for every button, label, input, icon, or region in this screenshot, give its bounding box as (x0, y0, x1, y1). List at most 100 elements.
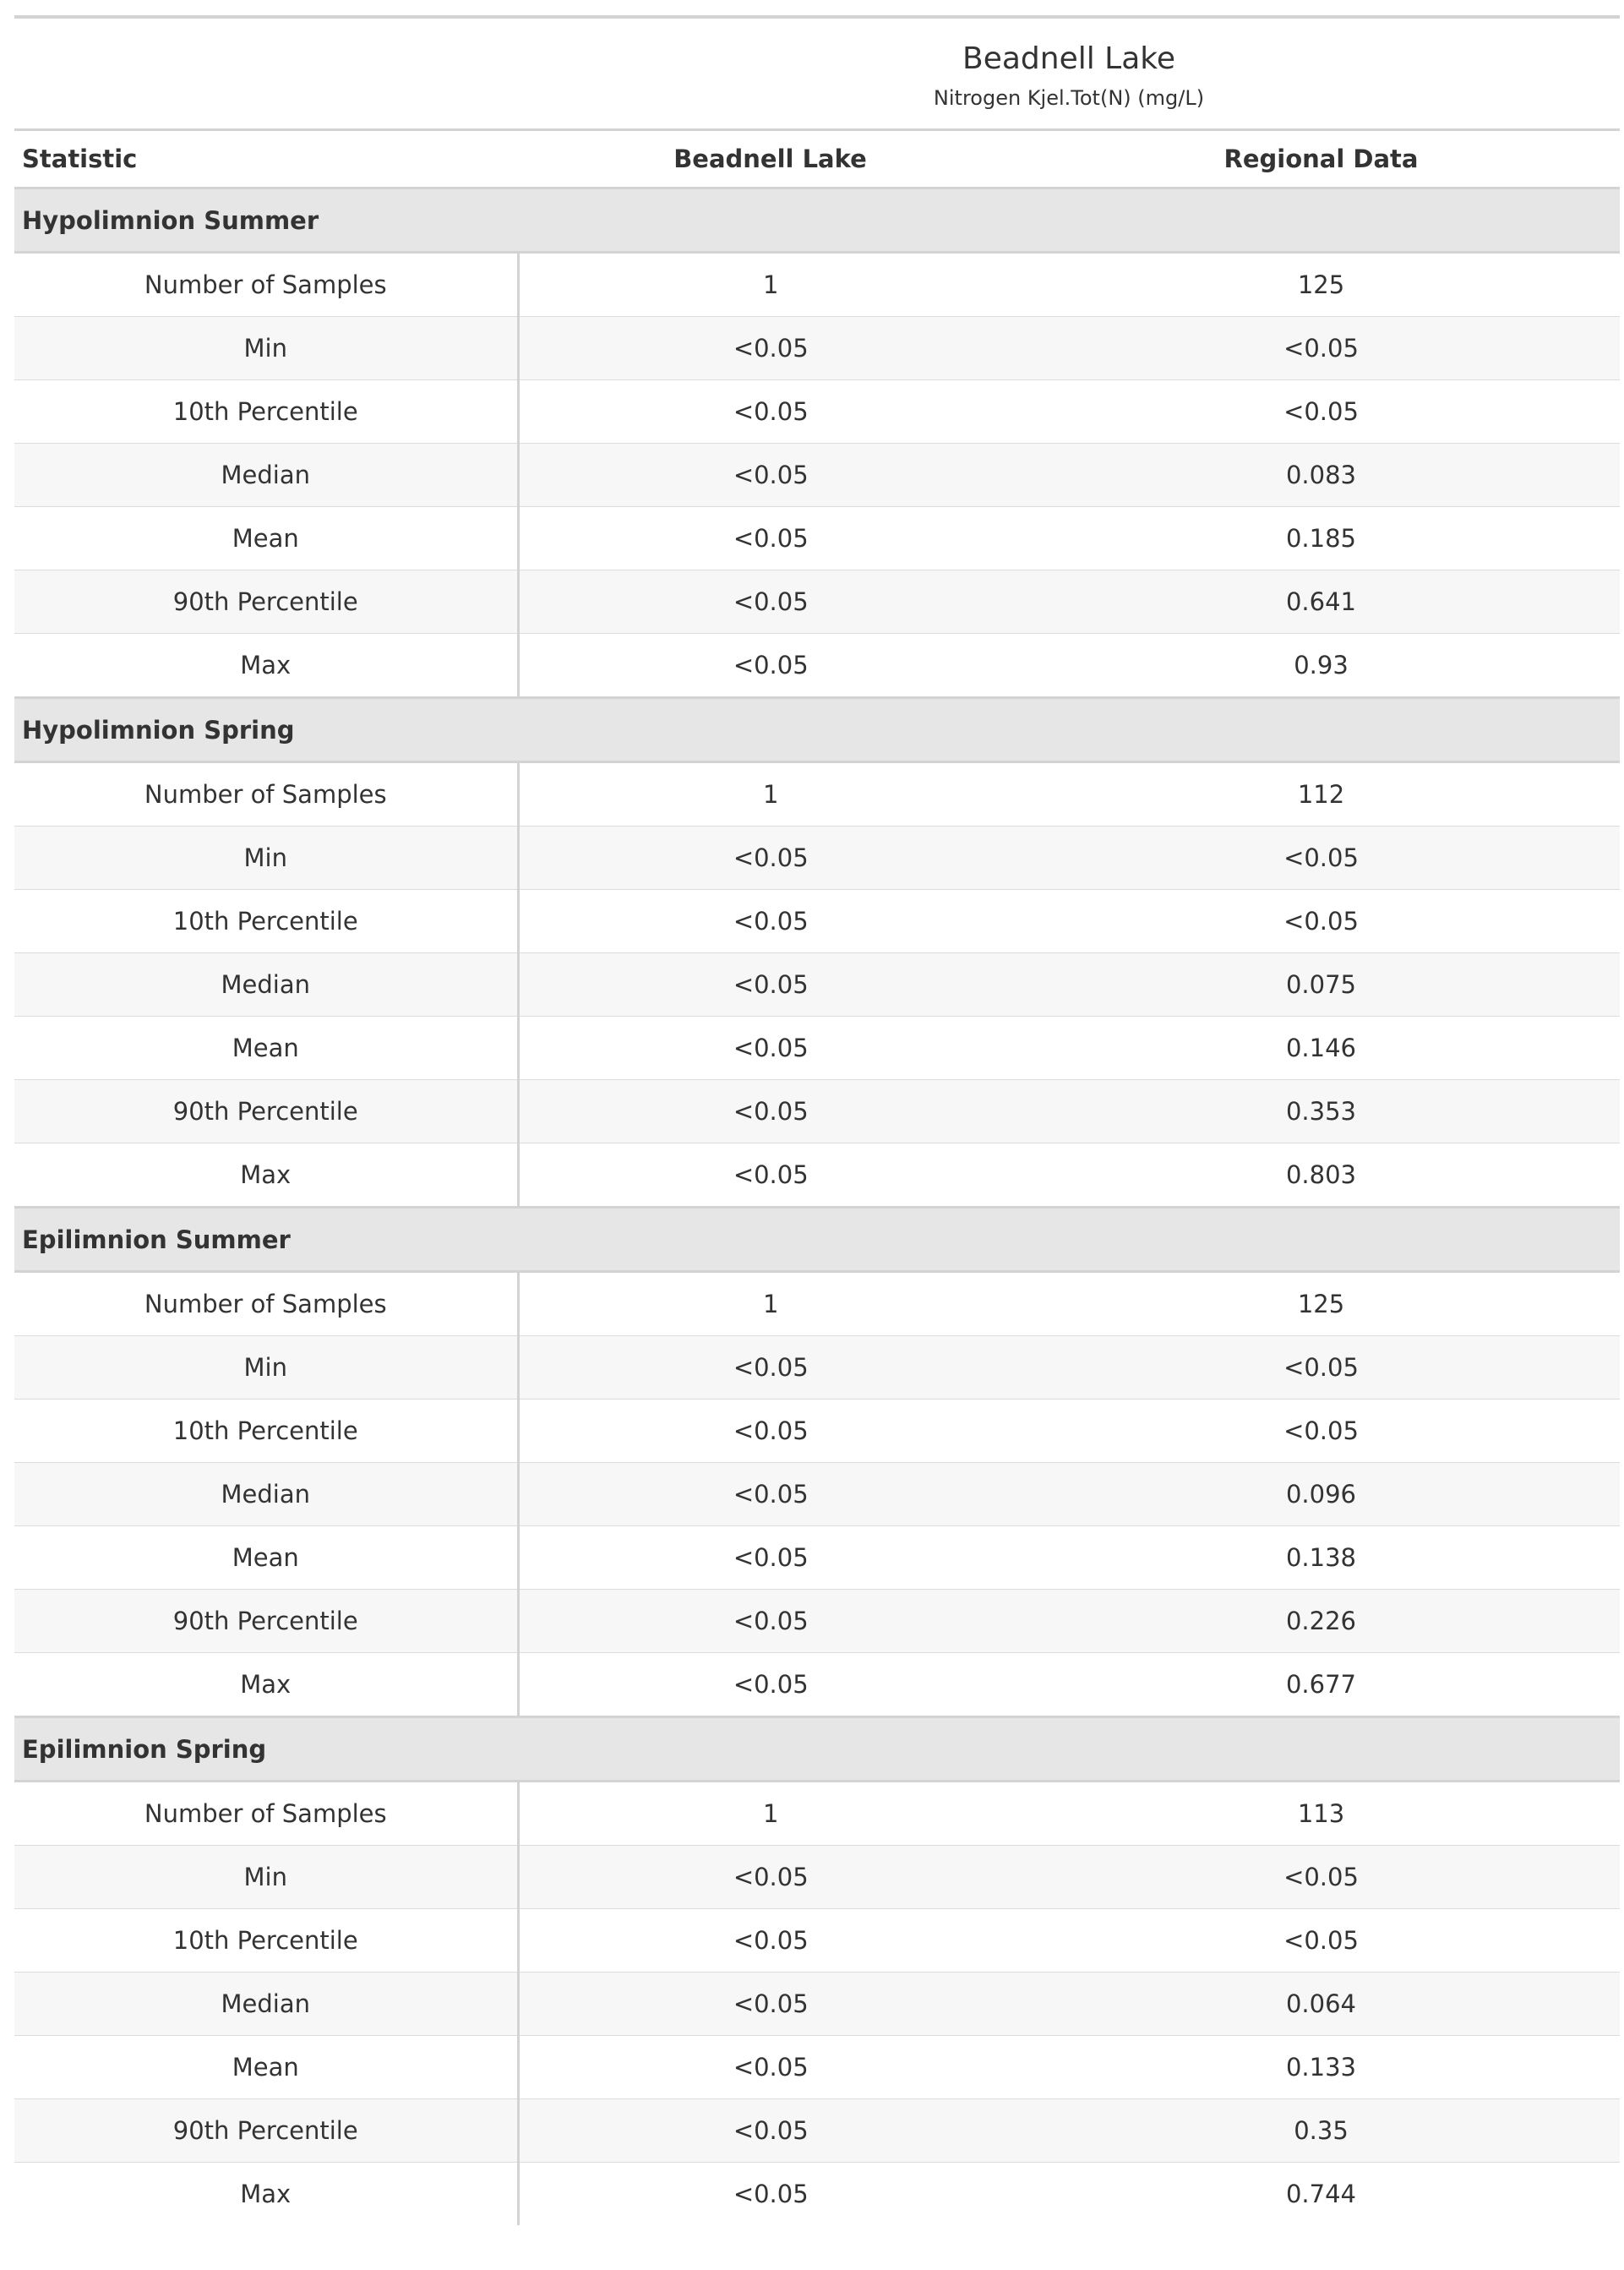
table-row: Number of Samples 1 112 (14, 761, 1620, 827)
lake-value-cell: 1 (518, 761, 1022, 827)
subtitle-row: Nitrogen Kjel.Tot(N) (mg/L) (14, 81, 1620, 131)
lake-value-cell: 1 (518, 1271, 1022, 1336)
group-label: Epilimnion Summer (14, 1206, 1620, 1273)
regional-value-cell: <0.05 (1022, 1399, 1620, 1463)
regional-value-cell: <0.05 (1022, 889, 1620, 953)
lake-value-cell: 1 (518, 252, 1022, 317)
statistic-cell: Min (14, 1335, 520, 1400)
column-header-lake: Beadnell Lake (518, 129, 1022, 189)
regional-value-cell: 0.083 (1022, 443, 1620, 507)
table-row: Min <0.05 <0.05 (14, 316, 1620, 380)
regional-value-cell: 0.133 (1022, 2035, 1620, 2099)
lake-value-cell: <0.05 (518, 1462, 1022, 1526)
lake-value-cell: <0.05 (518, 2098, 1022, 2163)
group-label: Epilimnion Spring (14, 1716, 1620, 1782)
table-row: Max <0.05 0.93 (14, 633, 1620, 698)
regional-value-cell: 125 (1022, 252, 1620, 317)
table-row: Mean <0.05 0.133 (14, 2035, 1620, 2099)
table-row: Median <0.05 0.083 (14, 443, 1620, 507)
regional-value-cell: 0.138 (1022, 1525, 1620, 1590)
statistic-cell: Mean (14, 2035, 520, 2099)
table-row: Min <0.05 <0.05 (14, 826, 1620, 890)
table-subtitle: Nitrogen Kjel.Tot(N) (mg/L) (518, 81, 1620, 131)
lake-value-cell: <0.05 (733, 651, 809, 679)
table-row: Mean <0.05 0.138 (14, 1525, 1620, 1590)
table-row: 90th Percentile <0.05 0.35 (14, 2098, 1620, 2163)
lake-value-cell: <0.05 (518, 1972, 1022, 2036)
regional-value-cell: 0.677 (1285, 1670, 1357, 1699)
table-row: Median <0.05 0.075 (14, 952, 1620, 1017)
group-header-row: Hypolimnion Summer (14, 187, 1620, 254)
table-row: 10th Percentile <0.05 <0.05 (14, 379, 1620, 444)
regional-value-cell: 0.185 (1022, 506, 1620, 570)
regional-value-cell: 112 (1022, 761, 1620, 827)
lake-value-cell: <0.05 (518, 889, 1022, 953)
statistic-cell: Median (14, 952, 520, 1017)
lake-value-cell: <0.05 (518, 1079, 1022, 1143)
lake-value-cell: <0.05 (518, 1335, 1022, 1400)
table-row: 90th Percentile <0.05 0.641 (14, 570, 1620, 634)
table-row: Max <0.05 0.803 (14, 1143, 1620, 1208)
table-row: Number of Samples 1 125 (14, 252, 1620, 317)
statistic-cell: 10th Percentile (14, 1399, 520, 1463)
summary-statistics-table: Beadnell Lake Nitrogen Kjel.Tot(N) (mg/L… (14, 15, 1620, 2225)
statistic-cell: 90th Percentile (14, 2098, 520, 2163)
group-header-row: Hypolimnion Spring (14, 696, 1620, 763)
table-row: 90th Percentile <0.05 0.226 (14, 1589, 1620, 1653)
statistic-cell: Max (14, 1143, 520, 1208)
table-row: Mean <0.05 0.146 (14, 1016, 1620, 1080)
lake-value-cell: <0.05 (518, 2035, 1022, 2099)
regional-value-cell: 0.803 (1285, 1160, 1357, 1189)
regional-value-cell: 0.096 (1022, 1462, 1620, 1526)
regional-value-cell: 113 (1022, 1781, 1620, 1846)
table-row: Number of Samples 1 125 (14, 1271, 1620, 1336)
regional-value-cell: 125 (1022, 1271, 1620, 1336)
table-row: Median <0.05 0.064 (14, 1972, 1620, 2036)
lake-value-cell: <0.05 (518, 570, 1022, 634)
lake-value-cell: <0.05 (518, 1016, 1022, 1080)
regional-value-cell: <0.05 (1022, 1908, 1620, 1973)
lake-value-cell: <0.05 (518, 952, 1022, 1017)
table-body: Hypolimnion Summer Number of Samples 1 125 M… (14, 187, 1620, 2225)
group-header-row: Epilimnion Summer (14, 1206, 1620, 1273)
lake-value-cell: <0.05 (733, 1670, 809, 1699)
lake-value-cell: 1 (518, 1781, 1022, 1846)
regional-value-cell: 0.226 (1022, 1589, 1620, 1653)
statistic-cell: 90th Percentile (14, 1079, 520, 1143)
statistic-cell: Min (14, 826, 520, 890)
summary-table-container: Beadnell Lake Nitrogen Kjel.Tot(N) (mg/L… (14, 15, 1620, 2225)
regional-value-cell: 0.641 (1022, 570, 1620, 634)
statistic-cell: 90th Percentile (14, 1589, 520, 1653)
group-header-row: Epilimnion Spring (14, 1716, 1620, 1782)
column-header-row: Statistic Beadnell Lake Regional Data (14, 129, 1620, 189)
column-header-regional: Regional Data (1022, 129, 1620, 189)
table-row: Median <0.05 0.096 (14, 1462, 1620, 1526)
statistic-cell: Min (14, 316, 520, 380)
statistic-cell: Number of Samples (14, 761, 520, 827)
regional-value-cell: 0.353 (1022, 1079, 1620, 1143)
statistic-cell: Max (14, 633, 520, 698)
lake-value-cell: <0.05 (518, 1589, 1022, 1653)
regional-value-cell: <0.05 (1022, 826, 1620, 890)
regional-value-cell: 0.35 (1022, 2098, 1620, 2163)
table-title: Beadnell Lake (518, 15, 1620, 81)
lake-value-cell: <0.05 (518, 316, 1022, 380)
statistic-cell: Median (14, 1972, 520, 2036)
lake-value-cell: <0.05 (518, 826, 1022, 890)
column-header-statistic: Statistic (14, 129, 518, 189)
lake-value-cell: <0.05 (733, 2180, 809, 2208)
regional-value-cell: 0.93 (1294, 651, 1349, 679)
lake-value-cell: <0.05 (518, 443, 1022, 507)
table-row: 90th Percentile <0.05 0.353 (14, 1079, 1620, 1143)
statistic-cell: Mean (14, 506, 520, 570)
statistic-cell: Max (14, 1652, 520, 1717)
statistic-cell: Median (14, 1462, 520, 1526)
regional-value-cell: <0.05 (1022, 379, 1620, 444)
regional-value-cell: 0.064 (1022, 1972, 1620, 2036)
statistic-cell: Min (14, 1845, 520, 1909)
table-row: Max <0.05 0.744 (14, 2162, 1620, 2225)
statistic-cell: Number of Samples (14, 1781, 520, 1846)
lake-value-cell: <0.05 (518, 1399, 1022, 1463)
lake-value-cell: <0.05 (518, 1525, 1022, 1590)
statistic-cell: Number of Samples (14, 252, 520, 317)
